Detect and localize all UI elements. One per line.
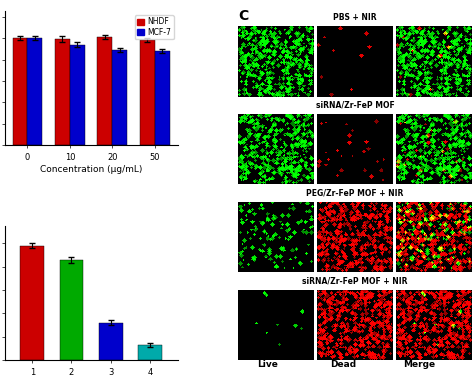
- Text: Dead: Dead: [330, 360, 357, 369]
- Bar: [13, 38, 27, 146]
- Text: C: C: [238, 9, 249, 23]
- Bar: [138, 345, 162, 360]
- Bar: [55, 39, 70, 146]
- Text: Merge: Merge: [403, 360, 436, 369]
- Text: Live: Live: [257, 360, 278, 369]
- Bar: [140, 40, 155, 146]
- Bar: [98, 37, 112, 146]
- Bar: [99, 322, 123, 360]
- Bar: [112, 50, 127, 146]
- Text: PEG/Zr-FeP MOF + NIR: PEG/Zr-FeP MOF + NIR: [306, 189, 404, 198]
- Legend: NHDF, MCF-7: NHDF, MCF-7: [135, 15, 173, 39]
- X-axis label: Concentration (μg/mL): Concentration (μg/mL): [40, 165, 142, 174]
- Text: siRNA/Zr-FeP MOF: siRNA/Zr-FeP MOF: [316, 101, 394, 110]
- Bar: [155, 51, 170, 146]
- Text: PBS + NIR: PBS + NIR: [333, 13, 377, 22]
- Text: siRNA/Zr-FeP MOF + NIR: siRNA/Zr-FeP MOF + NIR: [302, 276, 408, 285]
- Bar: [27, 38, 42, 146]
- Bar: [70, 45, 85, 146]
- Bar: [60, 260, 83, 360]
- Bar: [20, 246, 44, 360]
